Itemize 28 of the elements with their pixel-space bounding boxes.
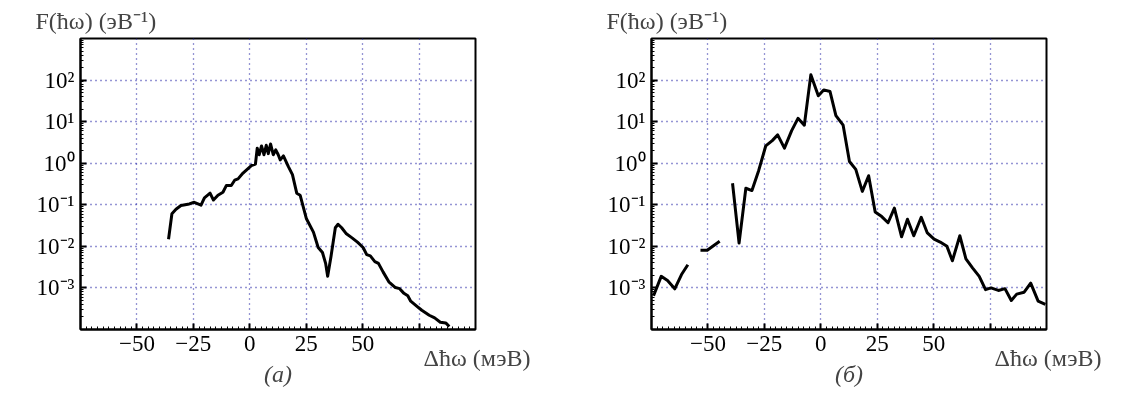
x-axis-title: Δħω (мэВ)	[994, 344, 1102, 371]
y-tick-label: 10⁻³	[36, 275, 75, 301]
y-tick-label: 10⁻¹	[607, 192, 646, 218]
y-axis-title: F(ħω) (эВ⁻¹)	[35, 7, 157, 34]
x-tick-label: 25	[865, 330, 889, 356]
text: (а)	[264, 360, 292, 387]
y-tick-label: 10⁻¹	[36, 192, 75, 218]
x-tick-label: 0	[815, 330, 827, 356]
x-tick-label: −25	[175, 330, 212, 356]
y-tick-label: 10¹	[615, 109, 646, 135]
y-axis-title: F(ħω) (эВ⁻¹)	[606, 7, 728, 34]
y-tick-label: 10²	[615, 67, 646, 93]
x-tick-label: −25	[746, 330, 783, 356]
x-tick-label: 50	[351, 330, 375, 356]
x-axis-title: Δħω (мэВ)	[423, 344, 531, 371]
y-tick-label: 10⁰	[43, 150, 75, 176]
y-tick-label: 10⁻²	[607, 233, 646, 259]
y-tick-label: 10¹	[44, 109, 75, 135]
x-tick-label: −50	[689, 330, 726, 356]
x-tick-label: −50	[118, 330, 155, 356]
x-tick-label: 50	[922, 330, 946, 356]
x-tick-label: 25	[294, 330, 318, 356]
y-tick-label: 10⁰	[614, 150, 646, 176]
y-tick-label: 10⁻³	[607, 275, 646, 301]
text: (б)	[834, 360, 864, 387]
y-tick-label: 10²	[44, 67, 75, 93]
x-tick-label: 0	[244, 330, 256, 356]
y-tick-label: 10⁻²	[36, 233, 75, 259]
